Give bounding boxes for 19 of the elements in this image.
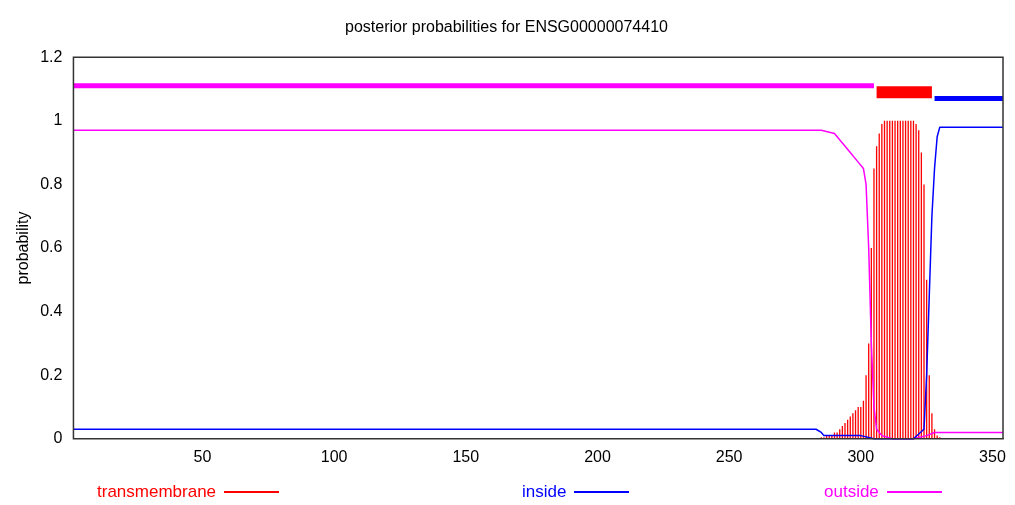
- x-tick-label: 100: [320, 447, 348, 465]
- x-tick-label: 350: [979, 447, 1006, 465]
- x-tick-label: 200: [584, 447, 611, 465]
- y-axis-title: probability: [14, 211, 32, 285]
- x-tick-label: 50: [193, 447, 212, 465]
- y-tick-label: 0.2: [40, 365, 63, 383]
- y-tick-label: 0: [53, 429, 63, 447]
- y-tick-label: 0.4: [40, 302, 63, 320]
- legend-label: inside: [522, 482, 567, 502]
- x-tick-label: 250: [715, 447, 743, 465]
- legend-label: transmembrane: [97, 482, 217, 502]
- x-tick-label: 150: [452, 447, 480, 465]
- x-tick-label: 300: [847, 447, 875, 465]
- chart-title: posterior probabilities for ENSG00000074410: [345, 18, 669, 36]
- y-tick-label: 1: [53, 111, 63, 129]
- y-tick-label: 0.8: [40, 174, 63, 192]
- legend-label: outside: [824, 482, 879, 502]
- y-tick-label: 1.2: [40, 47, 63, 65]
- y-tick-label: 0.6: [40, 238, 63, 256]
